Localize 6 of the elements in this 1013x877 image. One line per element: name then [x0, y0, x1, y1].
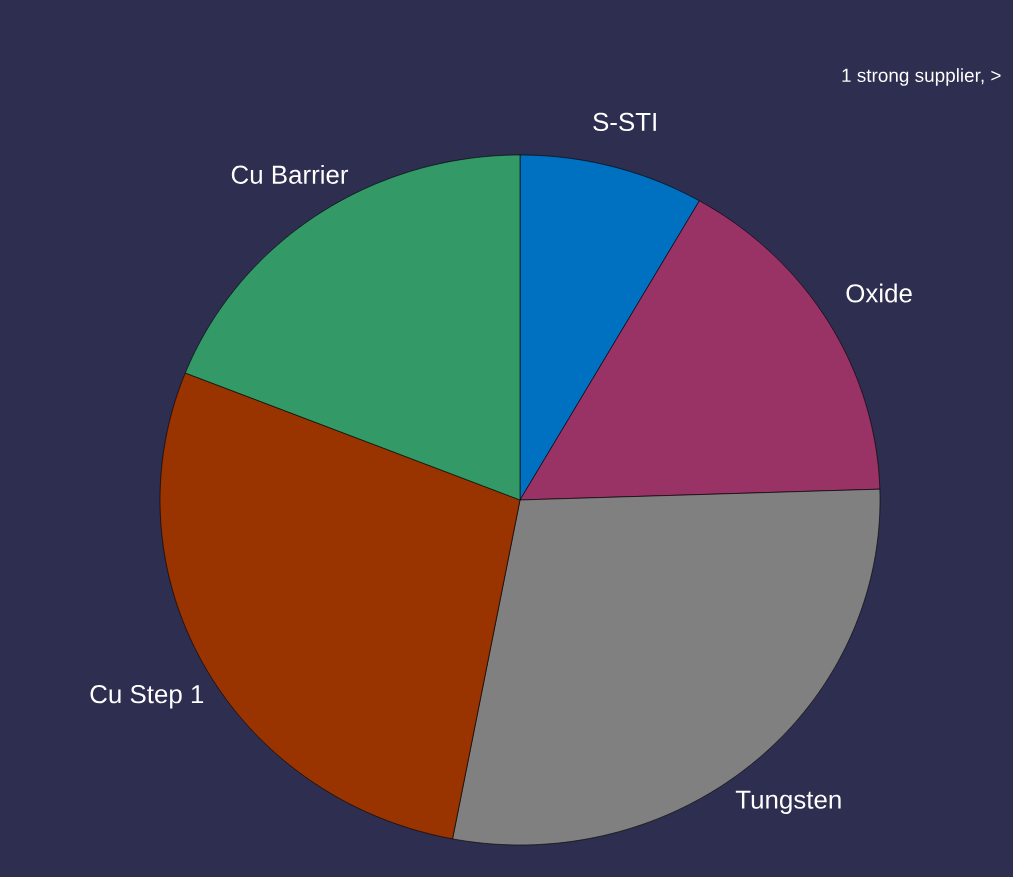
slice-label: S-STI: [593, 112, 656, 132]
text: 1 strong supplier, >: [842, 68, 1001, 86]
slice-label: Oxide: [846, 283, 912, 303]
slice-label: Cu Barrier: [231, 164, 349, 184]
slice-label: Tungsten: [735, 790, 841, 814]
slice-label: Cu Step 1: [90, 685, 204, 709]
